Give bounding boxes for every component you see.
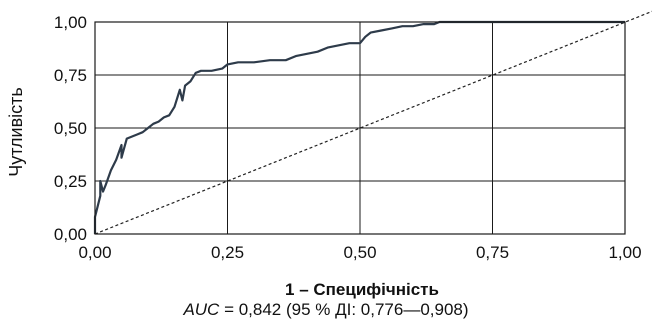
x-tick-label: 0,25 <box>211 243 244 262</box>
x-tick-label: 0,00 <box>78 243 111 262</box>
x-axis-title: 1 – Специфічність <box>285 280 439 299</box>
y-axis-title: Чутливість <box>6 87 26 177</box>
series-layer <box>93 20 625 234</box>
reference-diagonal-line <box>94 10 652 235</box>
auc-caption: AUC = 0,842 (95 % ДІ: 0,776—0,908) <box>0 300 652 320</box>
x-tick-label: 0,50 <box>343 243 376 262</box>
roc-curve-line <box>93 20 625 234</box>
plot-frame <box>94 21 626 235</box>
x-tick-labels: 0,00 0,25 0,50 0,75 1,00 <box>78 243 641 262</box>
y-tick-label: 0,25 <box>54 172 87 191</box>
auc-label: AUC <box>183 300 220 319</box>
auc-value-text: = 0,842 (95 % ДІ: 0,776—0,908) <box>219 300 469 319</box>
y-tick-labels: 0,00 0,25 0,50 0,75 1,00 <box>54 13 87 244</box>
y-tick-label: 0,00 <box>54 225 87 244</box>
reference-line-layer <box>94 10 652 235</box>
roc-chart: 0,00 0,25 0,50 0,75 1,00 0,00 0,25 0,50 0,75 1,0… <box>6 10 652 299</box>
y-tick-label: 0,75 <box>54 66 87 85</box>
x-tick-label: 1,00 <box>608 243 641 262</box>
x-tick-label: 0,75 <box>476 243 509 262</box>
y-tick-label: 0,50 <box>54 119 87 138</box>
plot-border <box>94 21 626 235</box>
y-tick-label: 1,00 <box>54 13 87 32</box>
